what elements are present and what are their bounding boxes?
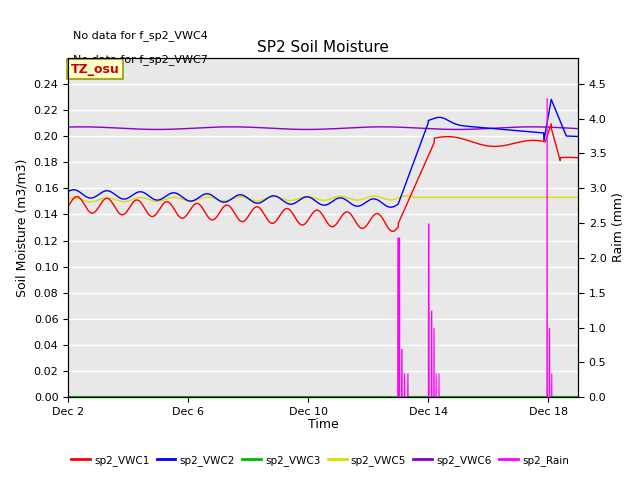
Text: No data for f_sp2_VWC7: No data for f_sp2_VWC7: [73, 54, 208, 65]
Text: TZ_osu: TZ_osu: [70, 63, 120, 76]
X-axis label: Time: Time: [308, 419, 339, 432]
Title: SP2 Soil Moisture: SP2 Soil Moisture: [257, 40, 389, 55]
Y-axis label: Soil Moisture (m3/m3): Soil Moisture (m3/m3): [15, 158, 28, 297]
Text: No data for f_sp2_VWC4: No data for f_sp2_VWC4: [73, 30, 208, 41]
Legend: sp2_VWC1, sp2_VWC2, sp2_VWC3, sp2_VWC5, sp2_VWC6, sp2_Rain: sp2_VWC1, sp2_VWC2, sp2_VWC3, sp2_VWC5, …: [67, 451, 573, 470]
Y-axis label: Raim (mm): Raim (mm): [612, 192, 625, 263]
